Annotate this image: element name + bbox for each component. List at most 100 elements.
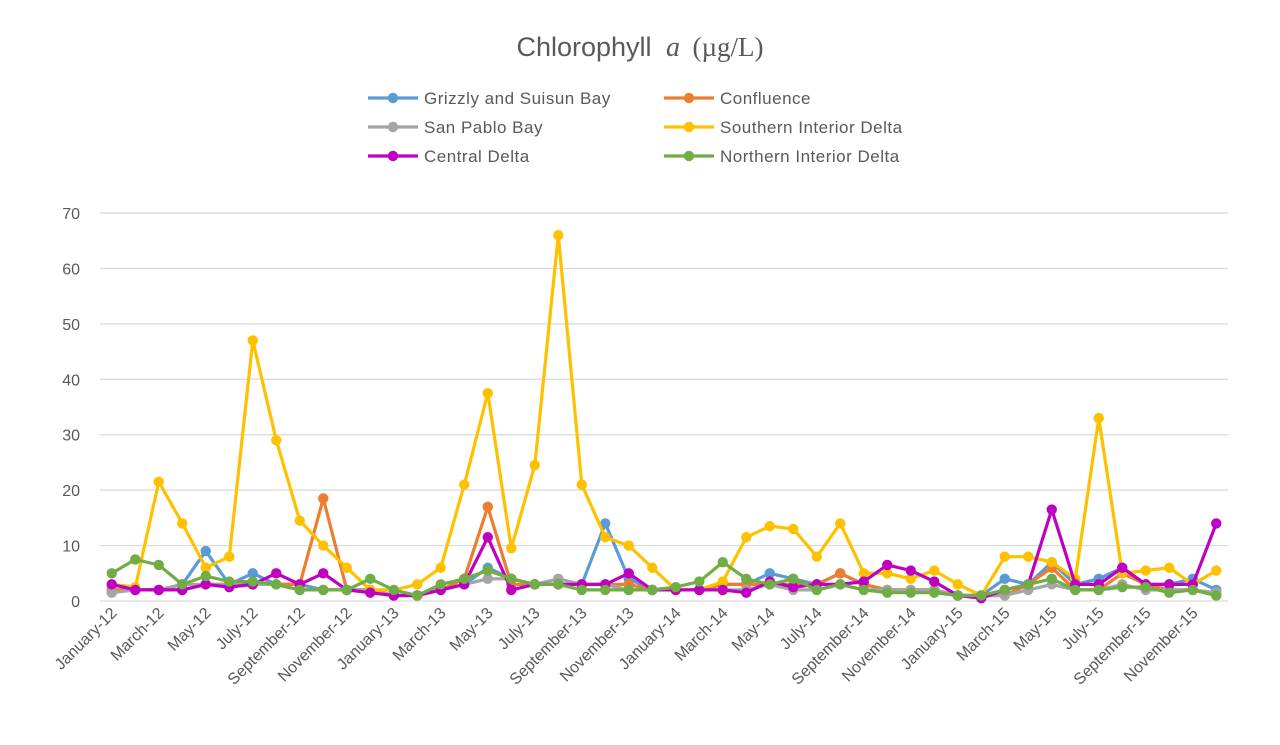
data-point <box>905 573 916 585</box>
data-point <box>647 562 658 573</box>
data-point <box>435 562 446 573</box>
data-point <box>952 590 963 601</box>
data-point <box>1117 562 1128 573</box>
data-point <box>741 573 752 585</box>
y-tick-label: 10 <box>62 539 80 556</box>
legend-marker <box>387 92 399 104</box>
data-point <box>294 515 305 526</box>
data-point <box>905 587 916 598</box>
data-point <box>717 557 728 568</box>
data-point <box>271 568 282 579</box>
data-point <box>130 554 141 565</box>
data-point <box>1093 584 1104 596</box>
data-point <box>858 584 869 596</box>
data-point <box>600 518 611 529</box>
data-point <box>200 545 211 557</box>
data-point <box>1070 584 1081 596</box>
data-point <box>271 435 282 446</box>
data-point <box>341 584 352 596</box>
data-point <box>435 579 446 590</box>
data-point <box>694 576 705 587</box>
data-point <box>365 573 376 585</box>
data-point <box>600 584 611 596</box>
data-point <box>200 562 211 573</box>
y-tick-label: 70 <box>62 206 80 223</box>
legend-label: Southern Interior Delta <box>720 118 903 137</box>
y-axis-tick-labels: 0 10 20 30 40 50 60 70 <box>62 206 80 611</box>
legend-item: Grizzly and Suisun Bay <box>368 89 611 108</box>
legend-item: Central Delta <box>368 147 530 166</box>
y-gridlines <box>100 212 1228 602</box>
legend-label: Grizzly and Suisun Bay <box>424 89 611 108</box>
data-point <box>459 479 470 490</box>
data-point <box>506 573 517 585</box>
data-point <box>224 551 235 562</box>
data-point <box>882 568 893 579</box>
series-line <box>111 233 1218 598</box>
chart-title-main: Chlorophyll <box>516 32 651 62</box>
series-northern-interior-delta <box>106 554 1222 601</box>
data-point <box>271 579 282 590</box>
data-point <box>318 540 329 551</box>
data-point <box>882 587 893 598</box>
data-point <box>412 579 423 590</box>
data-point <box>1046 557 1057 568</box>
chart-title: Chlorophyll a (µg/L) <box>516 32 763 63</box>
data-point <box>247 335 258 346</box>
y-tick-label: 60 <box>62 261 80 278</box>
data-point <box>858 568 869 579</box>
data-point <box>1211 590 1222 601</box>
legend-label: Central Delta <box>424 147 530 166</box>
data-point <box>1211 518 1222 529</box>
data-point <box>788 523 799 535</box>
y-tick-label: 0 <box>71 594 80 611</box>
data-point <box>529 460 540 471</box>
data-point <box>341 562 352 573</box>
legend-marker <box>683 92 695 104</box>
legend-marker <box>387 150 399 162</box>
data-point <box>482 573 493 585</box>
data-point <box>764 579 775 590</box>
y-tick-label: 30 <box>62 428 80 445</box>
data-point <box>1140 565 1151 576</box>
legend-marker <box>683 150 695 162</box>
data-point <box>177 579 188 590</box>
data-point <box>482 565 493 576</box>
data-point <box>106 587 117 598</box>
data-point <box>1046 504 1057 515</box>
data-point <box>858 576 869 587</box>
legend-label: Confluence <box>720 89 811 108</box>
x-tick-label: May-13 <box>447 605 497 655</box>
data-point <box>153 476 164 488</box>
data-point <box>1140 581 1151 593</box>
data-point <box>1164 587 1175 598</box>
data-point <box>929 565 940 576</box>
data-point <box>106 568 117 579</box>
data-point <box>741 587 752 598</box>
data-point <box>106 579 117 590</box>
data-point <box>318 584 329 596</box>
data-point <box>1023 551 1034 562</box>
data-point <box>482 501 493 512</box>
data-point <box>882 559 893 571</box>
data-point <box>153 559 164 571</box>
data-point <box>694 584 705 596</box>
data-point <box>1117 581 1128 593</box>
legend-item: Confluence <box>664 89 811 108</box>
chart-legend: Grizzly and Suisun Bay Confluence San Pabl… <box>368 89 903 166</box>
data-point <box>623 584 634 596</box>
legend-marker <box>387 121 399 133</box>
data-point <box>294 584 305 596</box>
chart-title-italic: a <box>666 32 680 63</box>
data-point <box>1046 573 1057 585</box>
y-tick-label: 50 <box>62 317 80 334</box>
legend-marker <box>683 121 695 133</box>
data-point <box>1093 412 1104 424</box>
data-point <box>647 584 658 596</box>
data-point <box>482 532 493 543</box>
data-point <box>224 576 235 587</box>
data-point <box>811 551 822 562</box>
data-point <box>482 387 493 399</box>
data-point <box>553 579 564 590</box>
data-point <box>717 584 728 596</box>
